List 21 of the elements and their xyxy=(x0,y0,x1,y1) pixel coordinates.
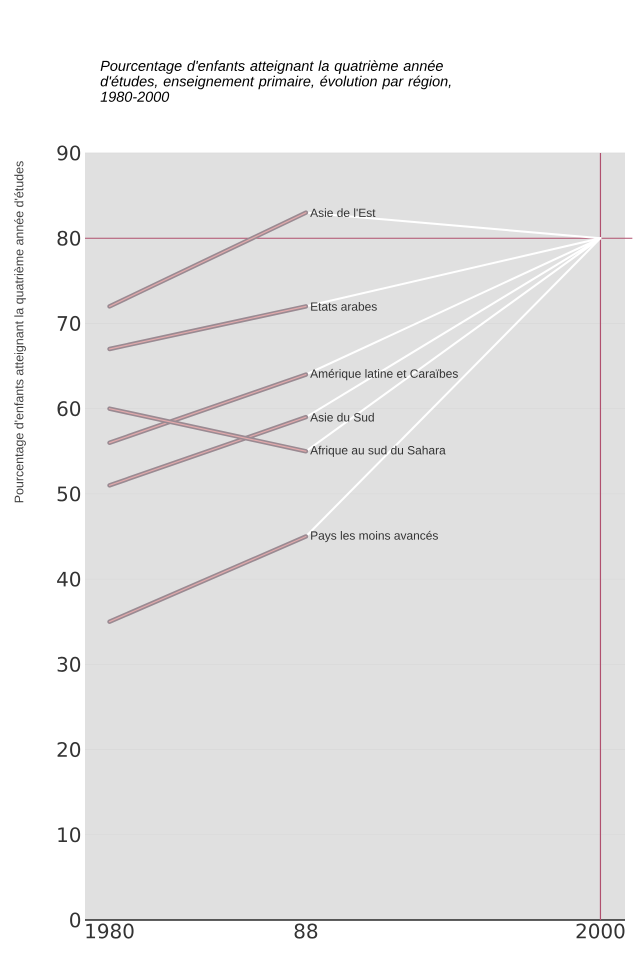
x-tick-label: 1980 xyxy=(86,924,134,939)
x-tick-label: 2000 xyxy=(576,924,624,939)
y-tick-label: 80 xyxy=(57,230,80,246)
y-tick-label: 60 xyxy=(58,401,80,416)
y-tick-label: 30 xyxy=(58,656,80,672)
series-label: Afrique au sud du Sahara xyxy=(310,446,446,457)
series-label: Asie du Sud xyxy=(310,412,374,422)
series-label: Asie de l'Est xyxy=(310,208,376,218)
y-tick-label: 40 xyxy=(57,572,80,587)
y-tick-label: 50 xyxy=(58,486,80,502)
series-label: Etats arabes xyxy=(311,302,377,311)
series-label: Amérique latine et Caraïbes xyxy=(310,368,458,380)
y-tick-label: 70 xyxy=(58,316,80,331)
series-label: Pays les moins avancés xyxy=(311,530,438,542)
y-tick-label: 90 xyxy=(57,145,80,161)
chart-title: Pourcentage d'enfants atteignant la quatrième année d'études, enseignement primaire, évolution par région, 1980-2000 xyxy=(100,60,451,102)
y-tick-label: 10 xyxy=(58,827,80,842)
y-axis-title: Pourcentage d'enfants atteignant la quatrième année d'études xyxy=(14,161,26,502)
y-tick-label: 0 xyxy=(70,912,80,928)
x-tick-label: 88 xyxy=(294,924,318,939)
y-tick-label: 20 xyxy=(58,742,80,758)
